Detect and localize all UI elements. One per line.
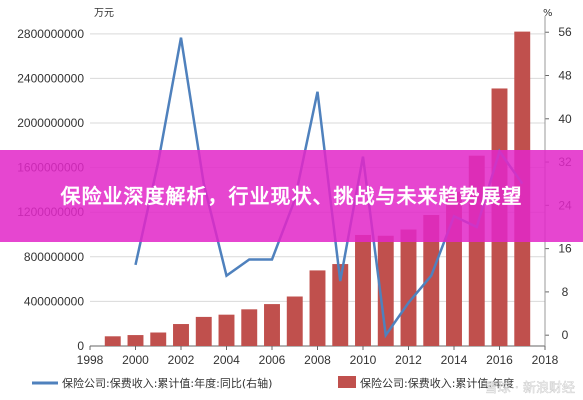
- y-right-tick-label: 56: [558, 25, 572, 39]
- legend-bar-label: 保险公司:保费收入:累计值:年度: [360, 376, 514, 390]
- y-left-tick-label: 2000000000: [17, 116, 84, 130]
- bar: [355, 234, 371, 346]
- x-tick-label: 2016: [486, 353, 513, 367]
- y-left-tick-label: 400000000: [24, 294, 84, 308]
- title-banner: 保险业深度解析，行业现状、挑战与未来趋势展望: [0, 150, 583, 242]
- bar: [218, 314, 235, 346]
- bar: [400, 229, 417, 346]
- x-tick-label: 2008: [304, 353, 331, 367]
- y-right-tick-label: 0: [562, 328, 569, 342]
- bar: [377, 235, 394, 346]
- legend-bar-swatch: [338, 376, 356, 388]
- x-tick-label: 1998: [77, 353, 104, 367]
- y-right-tick-label: 40: [558, 112, 572, 126]
- y-right-tick-label: 8: [562, 285, 569, 299]
- x-tick-label: 2000: [122, 353, 149, 367]
- x-tick-label: 2002: [168, 353, 195, 367]
- watermark: 雪球 · 新浪财经: [485, 380, 575, 396]
- bar: [423, 215, 440, 346]
- x-tick-label: 2012: [395, 353, 422, 367]
- legend-line-label: 保险公司:保费收入:累计值:年度:同比(右轴): [62, 376, 272, 390]
- y-left-tick-label: 2400000000: [17, 71, 84, 85]
- y-left-unit: 万元: [94, 8, 114, 19]
- bar: [264, 304, 280, 346]
- x-tick-label: 2014: [441, 353, 468, 367]
- bar: [150, 332, 167, 346]
- bar: [332, 264, 349, 346]
- x-tick-label: 2006: [259, 353, 286, 367]
- bar: [195, 316, 212, 346]
- bar: [286, 296, 303, 346]
- x-tick-label: 2004: [213, 353, 240, 367]
- y-right-unit: %: [543, 8, 553, 19]
- bar: [173, 324, 189, 346]
- y-right-tick-label: 16: [558, 242, 572, 256]
- x-tick-label: 2018: [532, 353, 559, 367]
- x-tick-label: 2010: [350, 353, 377, 367]
- bar: [104, 336, 121, 346]
- bar: [241, 309, 258, 346]
- y-left-tick-label: 800000000: [24, 250, 84, 264]
- y-left-tick-label: 0: [77, 339, 84, 353]
- bar: [309, 270, 326, 346]
- bar: [127, 335, 144, 346]
- y-right-tick-label: 48: [558, 69, 572, 83]
- y-left-tick-label: 2800000000: [17, 27, 84, 41]
- banner-title: 保险业深度解析，行业现状、挑战与未来趋势展望: [60, 184, 523, 208]
